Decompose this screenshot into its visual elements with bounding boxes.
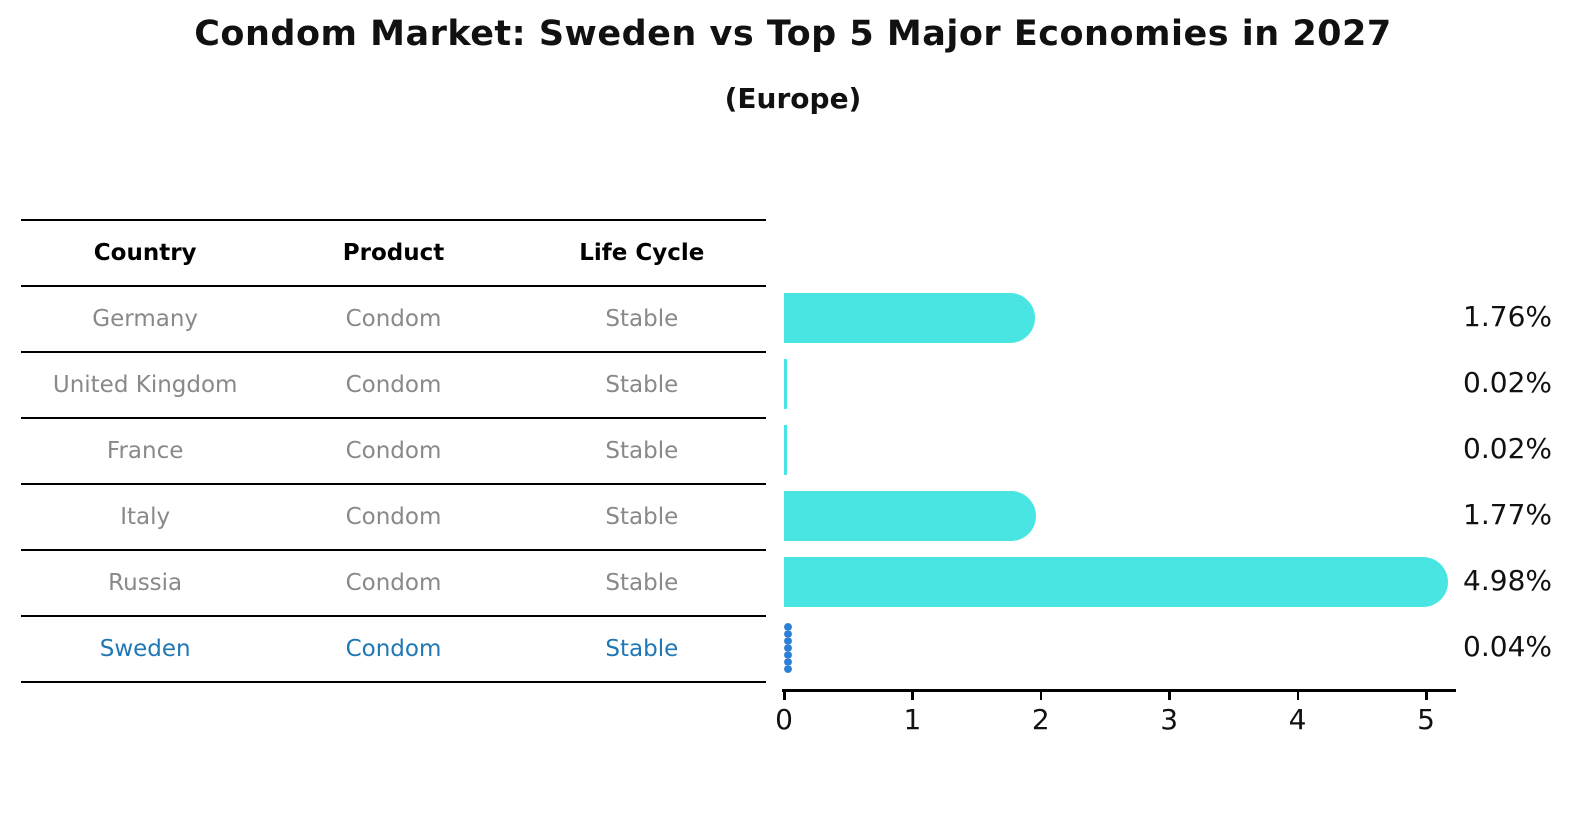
column-header-lifecycle: Life Cycle (579, 240, 705, 266)
cell-product: Condom (345, 570, 442, 596)
cell-country: Germany (92, 306, 199, 332)
cell-product: Condom (345, 504, 442, 530)
x-axis-tick (1425, 690, 1428, 700)
bar-value-label: 1.77% (1463, 498, 1552, 531)
bar-germany (784, 293, 1035, 343)
table-row: France Condom Stable (21, 419, 766, 485)
cell-lifecycle: Stable (605, 636, 679, 662)
x-axis-tick-label: 4 (1288, 703, 1307, 736)
table-row: Italy Condom Stable (21, 485, 766, 551)
x-axis-tick (1296, 690, 1300, 700)
x-axis-tick (1039, 690, 1043, 700)
x-axis-tick-label: 5 (1417, 703, 1435, 736)
x-axis-tick-label: 2 (1031, 703, 1050, 736)
table-row: Germany Condom Stable (21, 287, 766, 353)
cell-product: Condom (345, 438, 442, 464)
bar-united-kingdom (784, 359, 787, 409)
x-axis-tick-label: 0 (775, 703, 793, 736)
table-row: United Kingdom Condom Stable (21, 353, 766, 419)
x-axis-tick-label: 3 (1160, 703, 1179, 736)
table-row: Sweden Condom Stable (21, 617, 766, 683)
cell-country: Sweden (99, 636, 191, 662)
x-axis-tick-label: 1 (903, 703, 922, 736)
bar-value-label: 0.02% (1463, 432, 1552, 465)
table-header-row: Country Product Life Cycle (21, 221, 766, 287)
column-header-country: Country (93, 240, 197, 266)
x-axis-tick (1168, 690, 1171, 700)
x-axis-tick (911, 690, 914, 700)
cell-product: Condom (345, 636, 442, 662)
bar-sweden (784, 623, 793, 673)
bar-value-label: 0.02% (1463, 366, 1552, 399)
cell-product: Condom (345, 306, 442, 332)
cell-lifecycle: Stable (605, 438, 679, 464)
cell-country: United Kingdom (52, 372, 238, 398)
x-axis (782, 689, 1456, 692)
table-row: Russia Condom Stable (21, 551, 766, 617)
column-header-product: Product (342, 240, 445, 266)
chart-title: Condom Market: Sweden vs Top 5 Major Eco… (194, 14, 1392, 54)
cell-lifecycle: Stable (605, 570, 679, 596)
cell-country: Russia (108, 570, 183, 596)
bar-france (784, 425, 787, 475)
cell-lifecycle: Stable (605, 504, 679, 530)
cell-country: Italy (120, 504, 171, 530)
x-axis-tick (783, 690, 786, 700)
cell-country: France (106, 438, 184, 464)
bar-italy (784, 491, 1037, 541)
bar-value-label: 1.76% (1463, 300, 1552, 333)
chart-subtitle: (Europe) (724, 82, 862, 115)
country-table: Country Product Life Cycle Germany Condo… (21, 219, 766, 683)
bar-russia (784, 557, 1449, 607)
bar-value-label: 4.98% (1463, 564, 1552, 597)
cell-lifecycle: Stable (605, 372, 679, 398)
cell-lifecycle: Stable (605, 306, 679, 332)
bar-value-label: 0.04% (1463, 630, 1552, 663)
cell-product: Condom (345, 372, 442, 398)
